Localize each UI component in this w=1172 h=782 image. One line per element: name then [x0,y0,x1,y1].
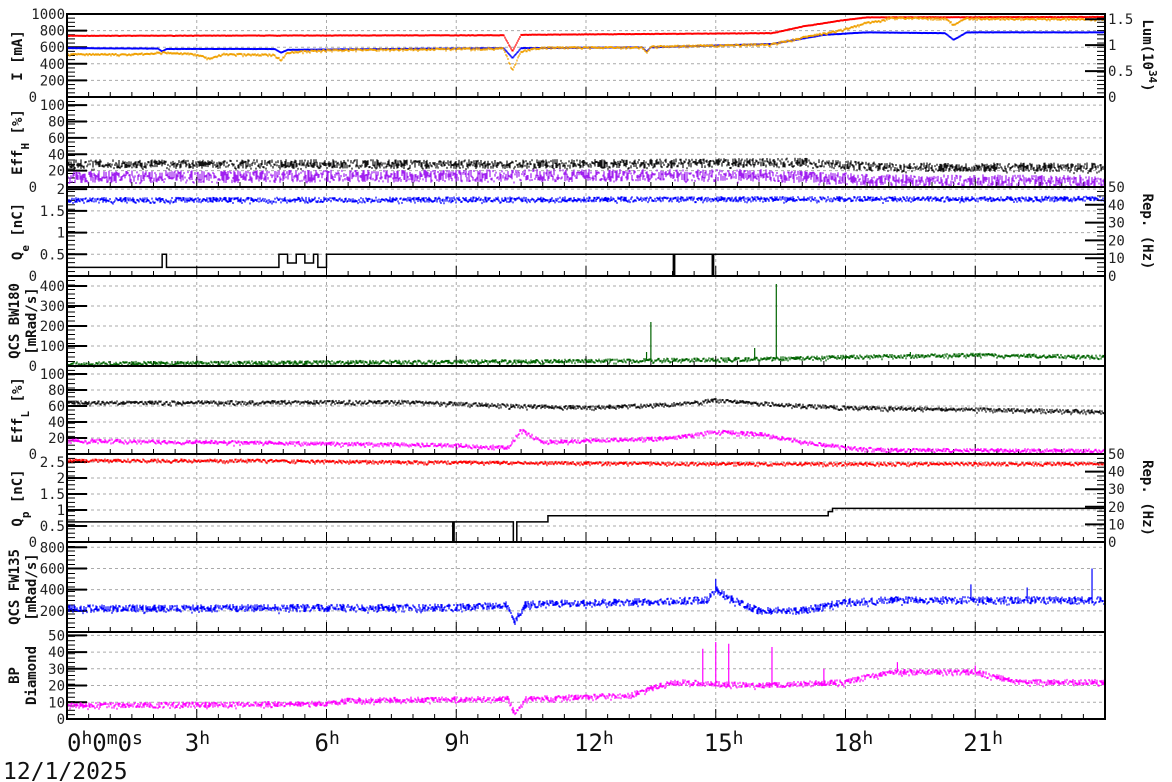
right-y-axis-label: Rep. (Hz) [1139,194,1155,270]
y-tick-label: 1 [57,503,65,519]
y-axis-label: QCS BW180 [7,283,23,359]
y-tick-label: 20 [48,431,65,447]
y-axis-label: Qp [nC] [10,469,32,526]
series-eff-l-black [67,398,1105,416]
y-tick-label: 60 [48,131,65,147]
right-y-tick-label: 1 [1108,38,1116,54]
y-tick-label: 0 [29,90,37,106]
y-tick-label: 100 [40,339,65,355]
y-tick-label: 60 [48,399,65,415]
series-rep-rate-e [67,253,1105,277]
y-axis-label-2: [mRad/s] [24,553,40,620]
y-tick-label: 0.5 [40,519,65,535]
y-tick-label: 2.5 [40,455,65,471]
y-tick-label: 1.5 [40,204,65,220]
x-tick-label: 12h [574,728,614,757]
y-tick-label: 80 [48,115,65,131]
y-tick-label: 100 [40,367,65,383]
x-tick-label: 15h [704,728,744,757]
right-y-tick-label: 10 [1108,251,1125,267]
y-tick-label: 0 [29,359,37,375]
y-axis-label: EffL [%] [10,377,32,443]
y-tick-label: 1000 [31,7,65,23]
y-tick-label: 2 [57,182,65,198]
right-y-tick-label: 20 [1108,233,1125,249]
y-axis-label-2: [mRad/s] [24,287,40,354]
y-tick-label: 20 [48,679,65,695]
y-tick-label: 10 [48,695,65,711]
y-tick-label: 100 [40,98,65,114]
right-y-tick-label: 10 [1108,517,1125,533]
y-tick-label: 40 [48,147,65,163]
y-tick-label: 400 [40,57,65,73]
y-axis-label: Qe [nC] [10,203,32,260]
y-tick-label: 200 [40,73,65,89]
x-tick-label: 21h [963,728,1003,757]
y-tick-label: 600 [40,561,65,577]
y-tick-label: 50 [48,628,65,644]
y-tick-label: 1 [57,226,65,242]
right-y-tick-label: 0 [1108,535,1116,551]
y-tick-label: 0 [57,712,65,728]
right-y-tick-label: 50 [1108,447,1125,463]
right-y-tick-label: 30 [1108,482,1125,498]
panel-frame [66,631,1106,720]
date-label: 12/1/2025 [3,759,128,782]
x-tick-label: 9h [444,728,469,757]
right-y-tick-label: 40 [1108,198,1125,214]
right-y-tick-label: 0.5 [1108,64,1133,80]
y-tick-label: 200 [40,319,65,335]
right-y-tick-label: 30 [1108,216,1125,232]
right-y-axis-label: Rep. (Hz) [1139,460,1155,536]
y-axis-label: QCS FW135 [7,549,23,625]
y-tick-label: 40 [48,645,65,661]
y-axis-label-2: Diamond [24,646,40,705]
right-y-tick-label: 0 [1108,90,1116,106]
y-tick-label: 1.5 [40,487,65,503]
y-tick-label: 20 [48,164,65,180]
right-y-tick-label: 1.5 [1108,12,1133,28]
right-y-tick-label: 40 [1108,465,1125,481]
right-y-axis-label: Lum(1034) [1139,19,1160,91]
x-tick-label: 0h0m0s [67,728,143,757]
y-tick-label: 800 [40,540,65,556]
y-tick-label: 0 [29,447,37,463]
y-tick-label: 600 [40,40,65,56]
y-tick-label: 0 [29,535,37,551]
y-tick-label: 200 [40,604,65,620]
y-tick-label: 80 [48,383,65,399]
right-y-tick-label: 20 [1108,500,1125,516]
panel-qcs_fw135: 200 400 600 800 [40,540,1106,633]
y-axis-label: EffH [%] [10,109,32,175]
y-axis-label: BP [7,667,23,684]
y-tick-label: 30 [48,662,65,678]
x-tick-label: 3h [185,728,210,757]
right-y-tick-label: 50 [1108,180,1125,196]
y-tick-label: 400 [40,583,65,599]
y-tick-label: 0 [29,180,37,196]
y-tick-label: 400 [40,279,65,295]
y-tick-label: 0.5 [40,247,65,263]
y-tick-label: 0 [29,269,37,285]
x-tick-label: 18h [834,728,874,757]
x-tick-label: 6h [315,728,340,757]
y-axis-label: I [mA] [10,30,26,81]
y-tick-label: 300 [40,299,65,315]
y-tick-label: 40 [48,415,65,431]
y-tick-label: 800 [40,24,65,40]
right-y-tick-label: 0 [1108,269,1116,285]
y-tick-label: 2 [57,471,65,487]
